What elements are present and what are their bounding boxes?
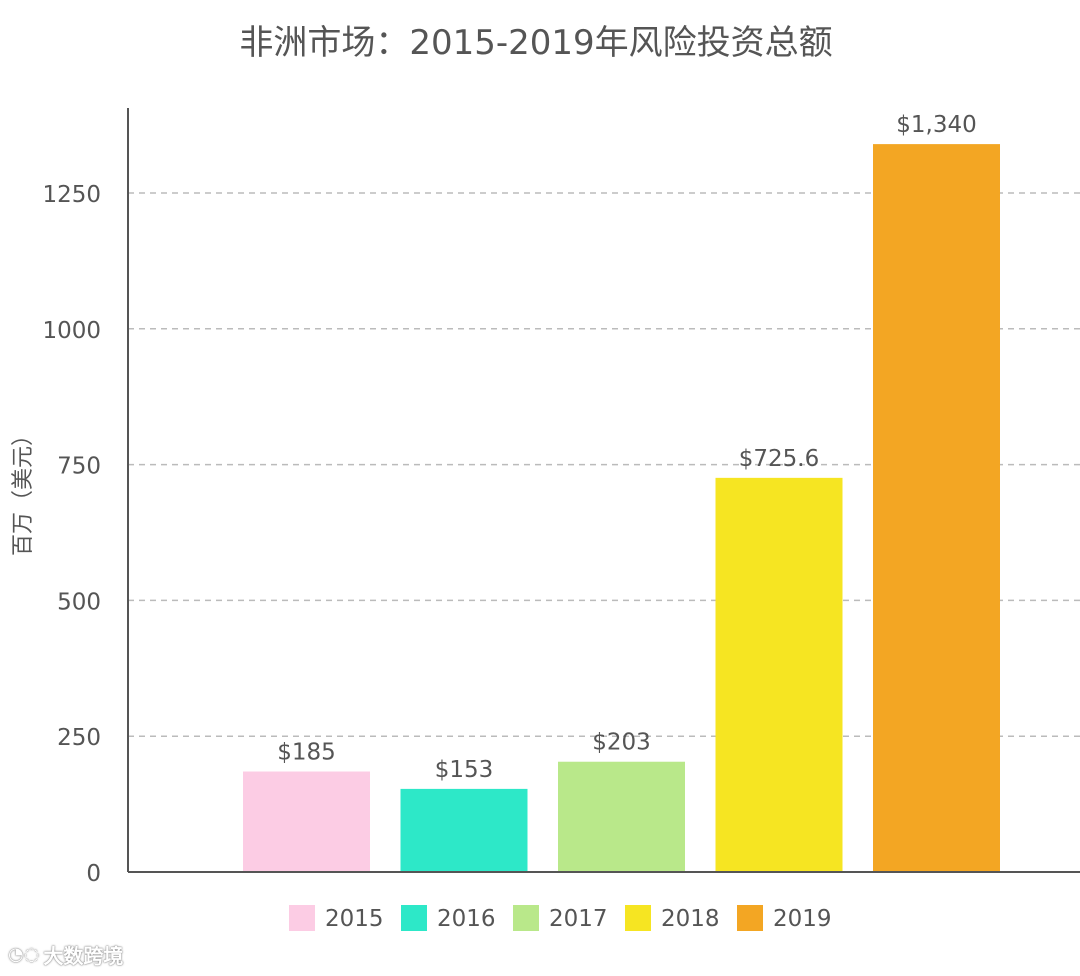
data-label-2018: $725.6 xyxy=(739,446,819,472)
bar-2018 xyxy=(715,477,843,872)
y-tick-labels: 0 250 500 750 1000 1250 xyxy=(42,182,101,887)
y-tick-label: 250 xyxy=(57,725,101,751)
watermark-text: 大数跨境 xyxy=(43,944,124,968)
legend-label-2018: 2018 xyxy=(661,906,720,932)
bar-2015 xyxy=(243,771,370,872)
bar-2017 xyxy=(558,761,685,872)
legend-swatch-2019 xyxy=(737,905,763,931)
watermark-logo-icon: ◔◌ xyxy=(8,944,40,965)
bar-2016 xyxy=(400,788,528,872)
chart-title: 非洲市场：2015-2019年风险投资总额 xyxy=(239,23,832,63)
data-label-2016: $153 xyxy=(435,757,494,783)
legend-swatch-2018 xyxy=(625,905,651,931)
y-tick-label: 750 xyxy=(57,454,101,480)
legend-label-2019: 2019 xyxy=(773,906,832,932)
y-axis-label: 百万（美元） xyxy=(11,424,36,556)
data-label-2017: $203 xyxy=(592,730,651,756)
legend: 2015 2016 2017 2018 2019 xyxy=(289,905,832,932)
legend-label-2015: 2015 xyxy=(325,906,384,932)
legend-label-2017: 2017 xyxy=(549,906,608,932)
watermark: ◔◌ 大数跨境 xyxy=(8,940,123,969)
bars xyxy=(243,144,1000,872)
y-tick-label: 1250 xyxy=(42,182,101,208)
data-label-2019: $1,340 xyxy=(896,112,976,138)
data-label-2015: $185 xyxy=(277,740,336,766)
legend-label-2016: 2016 xyxy=(437,906,496,932)
y-tick-label: 0 xyxy=(86,861,101,887)
y-tick-label: 1000 xyxy=(42,318,101,344)
legend-swatch-2017 xyxy=(513,905,539,931)
y-tick-label: 500 xyxy=(57,589,101,615)
legend-swatch-2016 xyxy=(401,905,427,931)
bar-2019 xyxy=(873,144,1000,872)
data-labels: $185 $153 $203 $725.6 $1,340 xyxy=(277,112,977,783)
legend-swatch-2015 xyxy=(289,905,315,931)
